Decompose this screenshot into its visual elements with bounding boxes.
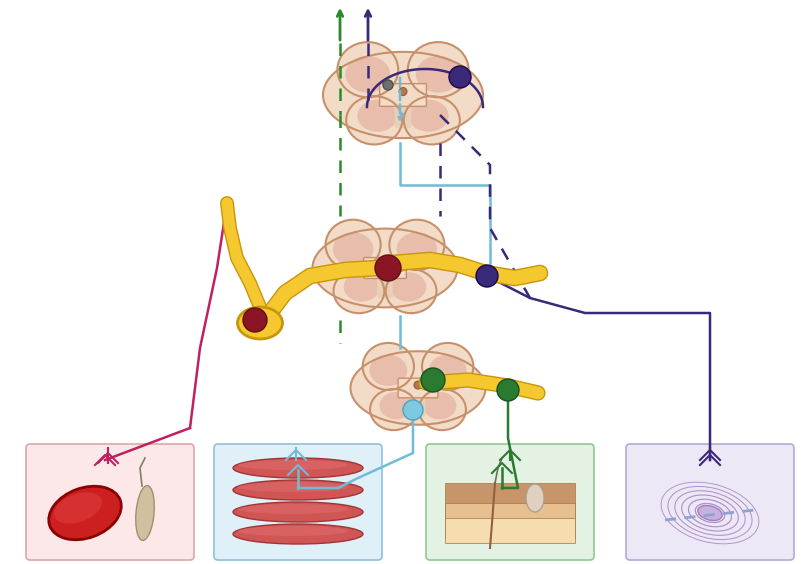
FancyBboxPatch shape — [626, 444, 794, 560]
FancyBboxPatch shape — [214, 444, 382, 560]
Ellipse shape — [238, 526, 348, 536]
Circle shape — [421, 368, 445, 392]
Circle shape — [476, 265, 498, 287]
Circle shape — [414, 381, 422, 389]
Ellipse shape — [323, 52, 483, 138]
Ellipse shape — [429, 355, 467, 386]
Ellipse shape — [346, 96, 402, 144]
Circle shape — [449, 66, 471, 88]
Ellipse shape — [416, 56, 460, 92]
Ellipse shape — [233, 524, 363, 544]
FancyBboxPatch shape — [379, 83, 426, 107]
Ellipse shape — [238, 482, 348, 492]
Circle shape — [381, 261, 389, 269]
Ellipse shape — [419, 389, 466, 430]
Ellipse shape — [332, 232, 374, 266]
FancyBboxPatch shape — [411, 391, 426, 416]
Ellipse shape — [344, 272, 380, 302]
Circle shape — [497, 379, 519, 401]
Ellipse shape — [325, 220, 381, 270]
Ellipse shape — [386, 269, 437, 313]
Ellipse shape — [312, 228, 458, 307]
Circle shape — [243, 308, 267, 332]
Ellipse shape — [698, 505, 722, 521]
Bar — [445, 503, 575, 538]
Ellipse shape — [370, 355, 407, 386]
Circle shape — [375, 255, 401, 281]
Ellipse shape — [396, 232, 437, 266]
Ellipse shape — [408, 42, 468, 98]
Ellipse shape — [233, 502, 363, 522]
Ellipse shape — [409, 100, 449, 132]
Ellipse shape — [49, 486, 121, 540]
FancyBboxPatch shape — [398, 378, 438, 398]
Ellipse shape — [238, 460, 348, 470]
Ellipse shape — [370, 389, 417, 430]
Ellipse shape — [390, 272, 426, 302]
Ellipse shape — [54, 492, 102, 524]
Ellipse shape — [238, 307, 282, 339]
Ellipse shape — [379, 392, 413, 420]
Ellipse shape — [136, 486, 155, 540]
Circle shape — [383, 80, 393, 90]
Ellipse shape — [389, 220, 444, 270]
Ellipse shape — [358, 100, 397, 132]
Circle shape — [399, 87, 407, 95]
Ellipse shape — [526, 484, 544, 512]
Ellipse shape — [362, 343, 414, 390]
FancyBboxPatch shape — [426, 444, 594, 560]
Bar — [445, 483, 575, 538]
Ellipse shape — [337, 42, 398, 98]
Ellipse shape — [404, 96, 460, 144]
FancyBboxPatch shape — [26, 444, 194, 560]
Ellipse shape — [345, 56, 390, 92]
Bar — [445, 518, 575, 543]
Circle shape — [403, 400, 423, 420]
FancyBboxPatch shape — [395, 99, 412, 128]
Ellipse shape — [238, 504, 348, 514]
FancyBboxPatch shape — [364, 258, 406, 279]
Ellipse shape — [422, 343, 473, 390]
FancyBboxPatch shape — [377, 271, 393, 298]
Ellipse shape — [233, 480, 363, 500]
Ellipse shape — [423, 392, 456, 420]
Ellipse shape — [233, 458, 363, 478]
Ellipse shape — [333, 269, 384, 313]
Ellipse shape — [350, 351, 485, 425]
